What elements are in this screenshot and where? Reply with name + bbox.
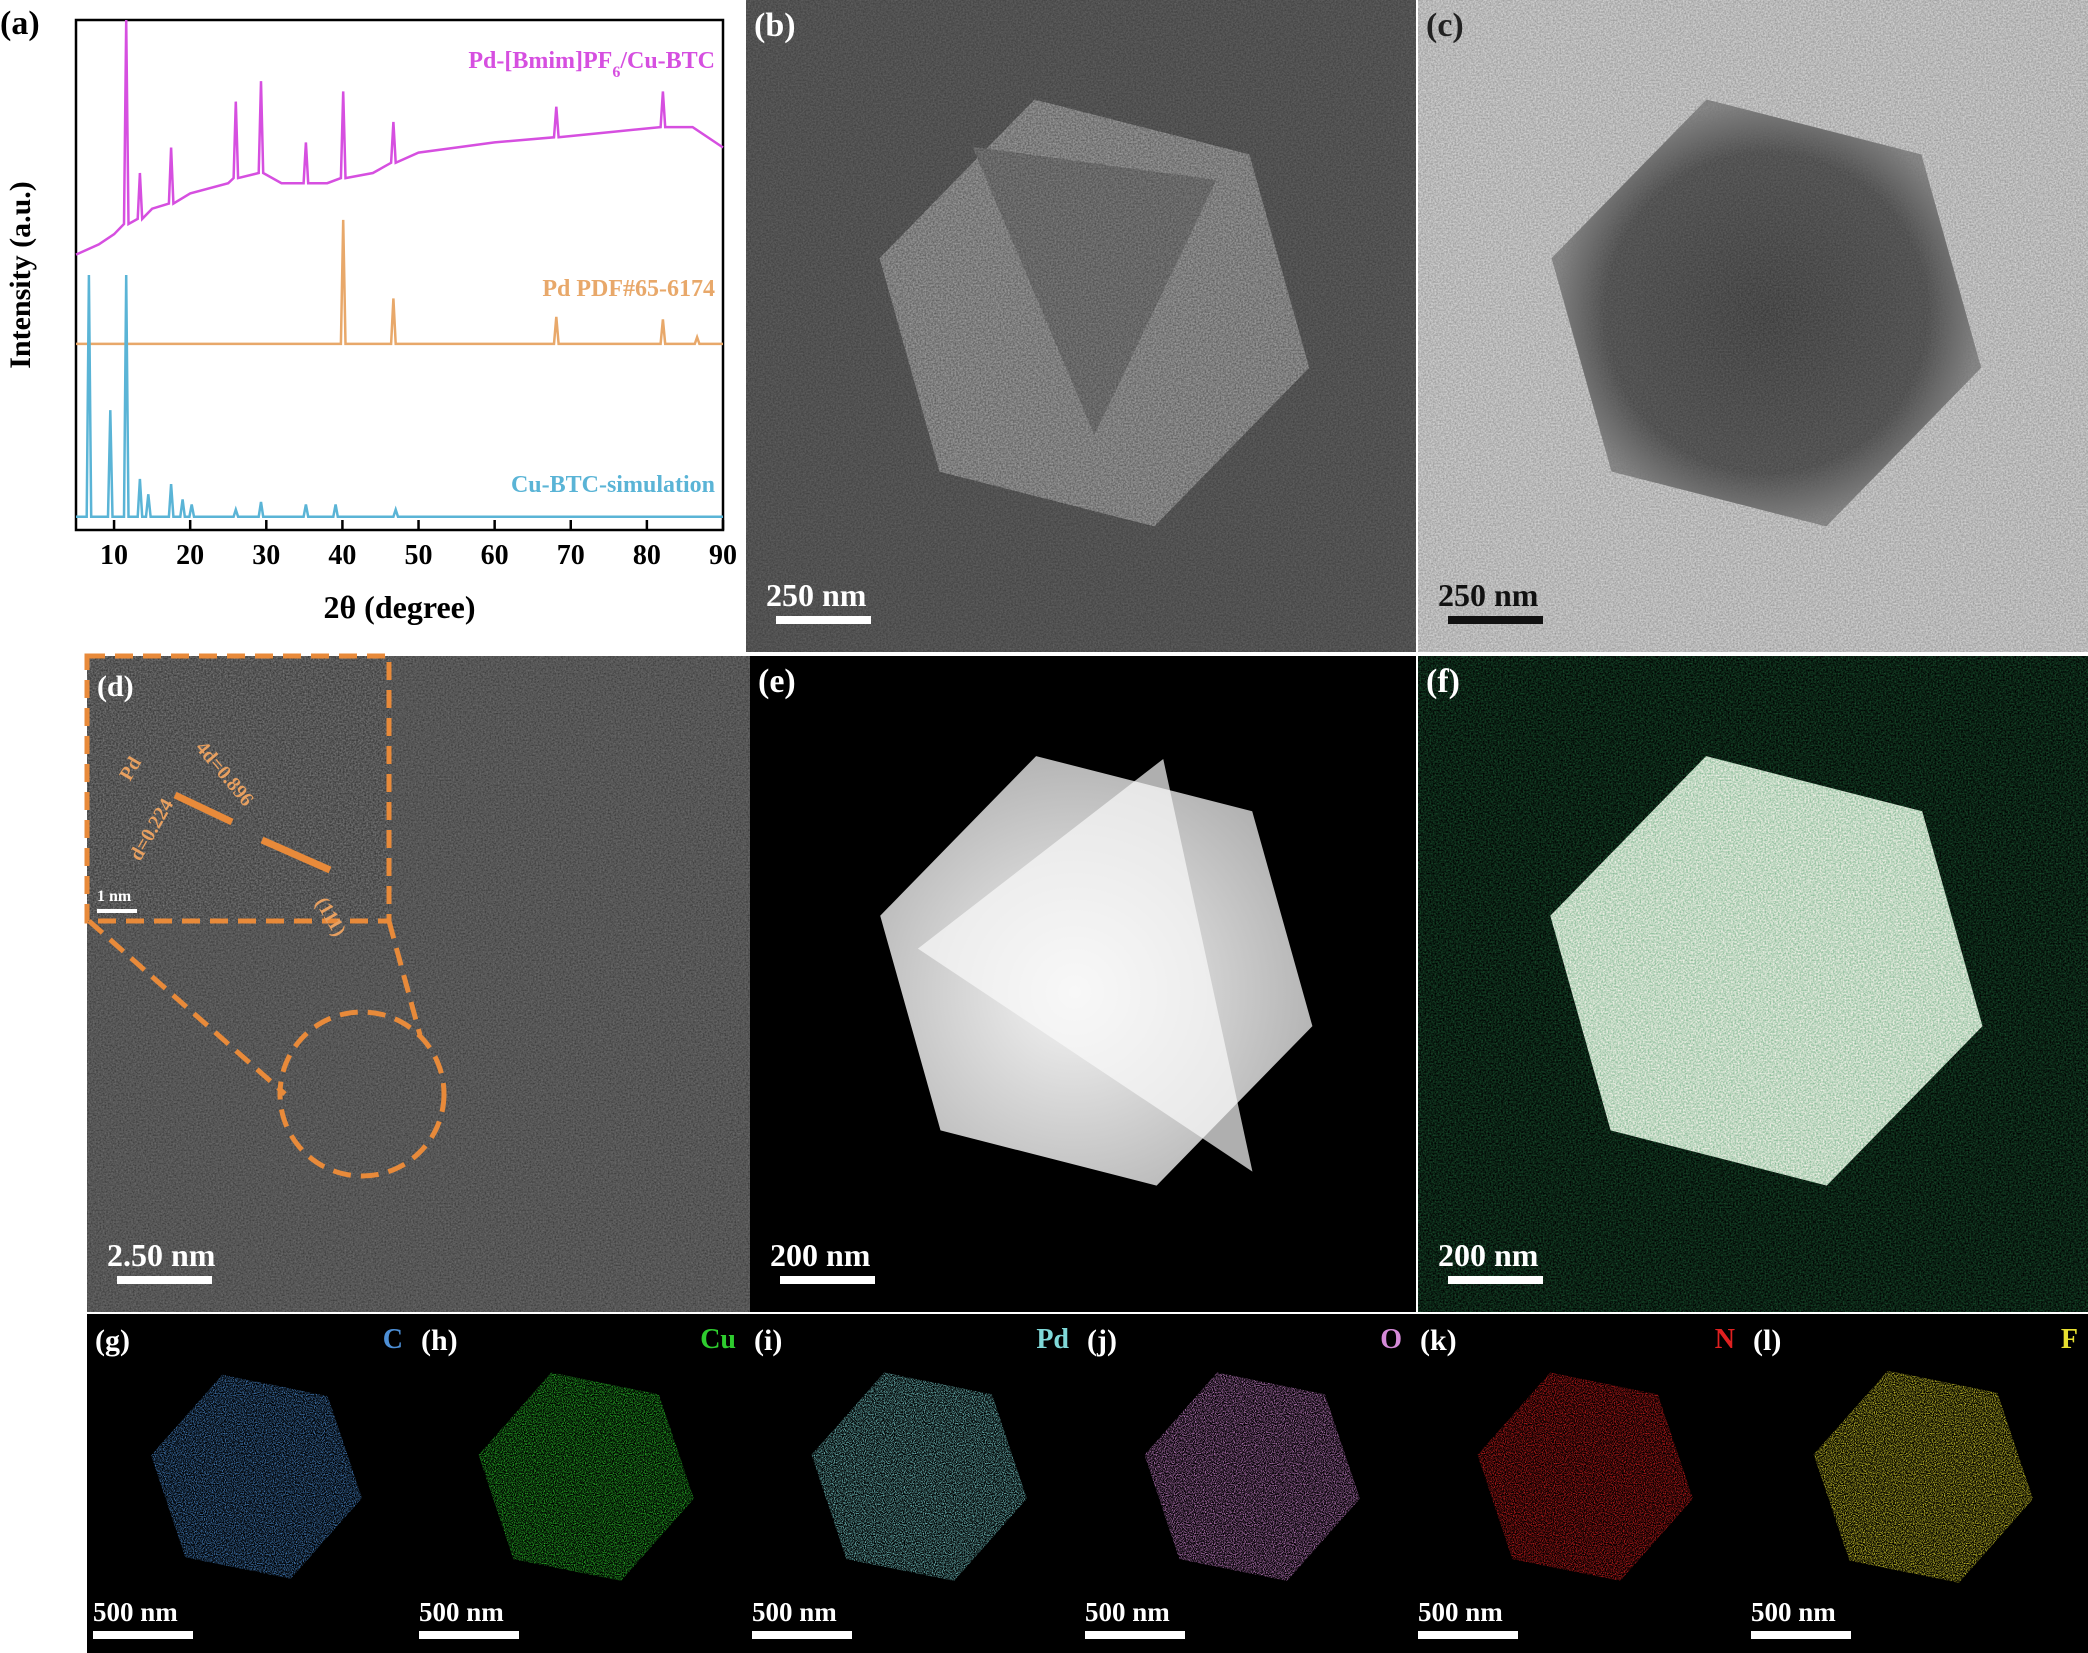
image-grain [1418, 656, 2088, 1312]
x-tick-label: 90 [709, 540, 737, 571]
scale-bar-label: 500 nm [1418, 1597, 1503, 1627]
scale-bar-label: 500 nm [1085, 1597, 1170, 1627]
element-map [151, 1374, 362, 1579]
scale-bar [117, 1276, 212, 1284]
x-tick-label: 30 [252, 540, 280, 571]
scale-bar [1751, 1631, 1851, 1639]
micrograph-panel: (g) C 500 nm [87, 1314, 413, 1653]
panel-label: (c) [1426, 7, 1464, 44]
scale-bar-label: 200 nm [1438, 1237, 1539, 1273]
image-grain [746, 0, 1416, 652]
scale-bar-label: 500 nm [752, 1597, 837, 1627]
scale-bar [752, 1631, 852, 1639]
panel-label: (i) [754, 1324, 782, 1357]
element-map [478, 1372, 694, 1581]
scale-bar [1418, 1631, 1518, 1639]
zoom-line [87, 919, 287, 1096]
micrograph-panel: (j) O 500 nm [1079, 1314, 1412, 1653]
series-label: Cu-BTC-simulation [511, 472, 715, 498]
element-label: Pd [1036, 1324, 1069, 1355]
micrograph-panel: (f) 200 nm [1418, 656, 2088, 1312]
spectrum-line [76, 274, 723, 518]
element-map [811, 1372, 1027, 1581]
scale-bar [93, 1631, 193, 1639]
scale-bar-label: 2.50 nm [107, 1237, 216, 1273]
element-map [1813, 1370, 2033, 1583]
scale-bar-label: 250 nm [1438, 577, 1539, 613]
element-label: N [1715, 1324, 1735, 1355]
scale-bar-label: 500 nm [419, 1597, 504, 1627]
scale-bar-label: 200 nm [770, 1237, 871, 1273]
scale-bar [776, 616, 871, 624]
zoom-line [386, 920, 423, 1036]
micrograph-panel: (h) Cu 500 nm [413, 1314, 746, 1653]
image-grain [1418, 0, 2088, 652]
panel-label: (b) [754, 7, 796, 44]
inset-frame [84, 653, 392, 924]
scale-bar-label: 500 nm [93, 1597, 178, 1627]
zoom-circle [277, 1009, 447, 1179]
panel-label: (e) [758, 663, 796, 700]
scale-bar-label: 250 nm [766, 577, 867, 613]
x-tick-label: 70 [557, 540, 585, 571]
panel-label: (l) [1753, 1324, 1781, 1357]
inset-scale-bar-label: 1 nm [97, 888, 132, 905]
series-label: Pd-[Bmim]PF6/Cu-BTC [468, 48, 715, 81]
scale-bar [1448, 1276, 1543, 1284]
panel-label: (d) [97, 670, 134, 703]
micrograph-panel: (k) N 500 nm [1412, 1314, 1745, 1653]
element-map [1144, 1372, 1360, 1581]
arrow [260, 836, 332, 874]
micrograph-panel: (c) 250 nm [1418, 0, 2088, 652]
panel-label: (a) [0, 5, 40, 42]
panel-label: (j) [1087, 1324, 1117, 1357]
arrow [173, 791, 234, 826]
element-label: C [383, 1324, 403, 1355]
x-tick-label: 60 [481, 540, 509, 571]
spectrum-line [76, 219, 723, 346]
x-tick-label: 50 [405, 540, 433, 571]
plot-frame [74, 18, 725, 532]
scale-bar [780, 1276, 875, 1284]
panel-label: (h) [421, 1324, 458, 1357]
element-label: O [1380, 1324, 1402, 1355]
particle-facet [917, 758, 1253, 1172]
x-tick-label: 40 [328, 540, 356, 571]
panel-label: (f) [1426, 663, 1460, 700]
micrograph-panel: (e) 200 nm [750, 656, 1416, 1312]
element-label: Cu [700, 1324, 736, 1355]
scale-bar [1085, 1631, 1185, 1639]
micrograph-panel: (b) 250 nm [746, 0, 1416, 652]
x-tick-label: 20 [176, 540, 204, 571]
inset-grain [87, 656, 389, 921]
micrograph-panel: (l) F 500 nm [1745, 1314, 2088, 1653]
series-label: Pd PDF#65-6174 [542, 276, 715, 302]
y-axis-label: Intensity (a.u.) [4, 181, 37, 369]
panel-label: (k) [1420, 1324, 1457, 1357]
inset-scale-bar [97, 909, 137, 913]
spectrum-line [75, 19, 724, 256]
scale-bar [419, 1631, 519, 1639]
x-tick-label: 80 [633, 540, 661, 571]
element-map [1477, 1372, 1693, 1581]
scale-bar [1448, 616, 1543, 624]
element-label: F [2061, 1324, 2078, 1355]
x-axis-label: 2θ (degree) [323, 589, 475, 625]
panel-label: (g) [95, 1324, 130, 1357]
x-tick-label: 10 [100, 540, 128, 571]
scale-bar-label: 500 nm [1751, 1597, 1836, 1627]
micrograph-panel: (i) Pd 500 nm [746, 1314, 1079, 1653]
